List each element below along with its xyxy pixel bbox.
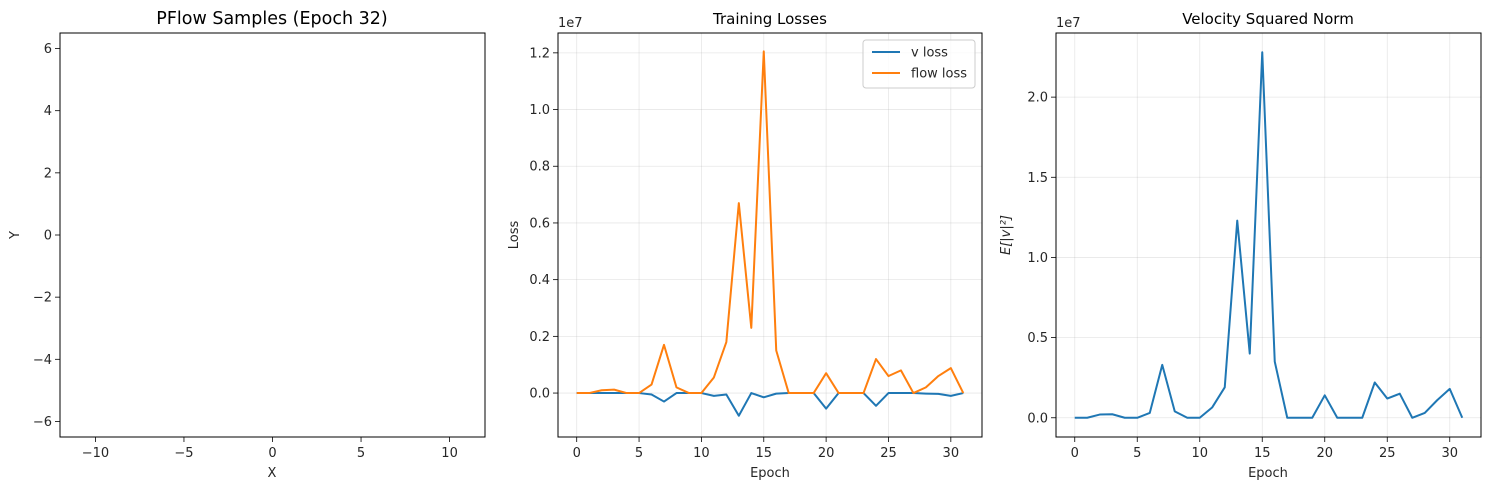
x-tick-label: 5: [635, 446, 643, 461]
series-line-v-loss: [576, 392, 964, 417]
plot-frame: [59, 32, 486, 438]
panel-training-losses: Training Losses 1e7 0 5 10 15 20 25 30 0.00.20…: [507, 10, 983, 481]
x-axis-ticks: −10 −5 0 5 10: [82, 437, 458, 461]
plot-area: [60, 33, 485, 437]
x-tick-label: 20: [1316, 446, 1333, 461]
x-tick-label: 5: [1133, 446, 1141, 461]
panel-pflow-samples: PFlow Samples (Epoch 32) −10 −5 0 5 10 −6−4−…: [8, 9, 486, 481]
y-tick-label: 0.0: [1027, 411, 1048, 426]
y-axis-ticks: −6 −4 −2 0 2 4 6: [33, 42, 60, 430]
series-line-flow-loss: [576, 50, 965, 395]
x-tick-label: −5: [174, 446, 193, 461]
y-tick-label: 4: [44, 104, 52, 119]
y-axis-ticks: 0.0 0.2 0.4 0.6 0.8 1.0 1.2: [529, 46, 558, 402]
x-tick-label: 5: [357, 446, 365, 461]
series-lines: [1074, 51, 1464, 419]
legend-label-flow-loss: flow loss: [911, 67, 967, 82]
grid: [558, 33, 982, 437]
y-tick-label: −6: [33, 415, 52, 430]
y-tick-label: 1.0: [1027, 251, 1048, 266]
y-tick-label: 0.8: [529, 160, 550, 175]
y-tick-label: 2.0: [1027, 91, 1048, 106]
plot-frame: [1055, 32, 1482, 438]
grid: [1056, 33, 1481, 437]
series-lines: [576, 50, 965, 417]
plot-frame: [557, 32, 983, 438]
y-axis-ticks: 0.0 0.5 1.0 1.5 2.0: [1027, 91, 1056, 426]
x-tick-label: 30: [943, 446, 960, 461]
x-tick-label: 0: [268, 446, 276, 461]
legend: v loss flow loss: [862, 39, 976, 89]
x-tick-label: 15: [1254, 446, 1271, 461]
y-axis-label: Loss: [507, 221, 522, 250]
y-tick-label: 0.6: [529, 216, 550, 231]
x-tick-label: 10: [1191, 446, 1208, 461]
legend-label-v-loss: v loss: [911, 46, 948, 61]
y-tick-label: 0.5: [1027, 331, 1048, 346]
x-tick-label: 0: [1071, 446, 1079, 461]
x-tick-label: 0: [573, 446, 581, 461]
y-tick-label: 1.0: [529, 103, 550, 118]
x-tick-label: 25: [880, 446, 897, 461]
chart-title: Velocity Squared Norm: [1182, 10, 1354, 28]
y-axis-offset-text: 1e7: [558, 16, 583, 31]
y-tick-label: −2: [33, 291, 52, 306]
x-tick-label: 10: [441, 446, 458, 461]
x-tick-label: 10: [693, 446, 710, 461]
y-axis-label: Y: [8, 231, 23, 240]
y-tick-label: −4: [33, 353, 52, 368]
y-tick-label: 0.2: [529, 330, 550, 345]
y-tick-label: 1.2: [529, 46, 550, 61]
y-axis-label: E[|v|²]: [999, 215, 1014, 255]
y-tick-label: 6: [44, 42, 52, 57]
x-axis-label: Epoch: [750, 466, 790, 481]
x-axis-ticks: 0 5 10 15 20 25 30: [573, 437, 960, 461]
chart-title: Training Losses: [712, 10, 827, 28]
x-axis-label: X: [268, 466, 277, 481]
y-tick-label: 2: [44, 166, 52, 181]
series-line-0: [1074, 51, 1464, 419]
y-tick-label: 0.4: [529, 273, 550, 288]
x-tick-label: 25: [1379, 446, 1396, 461]
x-tick-label: 30: [1441, 446, 1458, 461]
y-tick-label: 1.5: [1027, 171, 1048, 186]
y-tick-label: 0: [44, 229, 52, 244]
x-tick-label: 15: [755, 446, 772, 461]
y-axis-offset-text: 1e7: [1056, 16, 1081, 31]
x-axis-ticks: 0 5 10 15 20 25 30: [1071, 437, 1458, 461]
y-tick-label: 0.0: [529, 387, 550, 402]
panel-velocity-squared-norm: Velocity Squared Norm 1e7 0 5 10 15 20 25 30 0…: [999, 10, 1482, 481]
x-tick-label: 20: [818, 446, 835, 461]
x-tick-label: −10: [82, 446, 109, 461]
x-axis-label: Epoch: [1248, 466, 1288, 481]
chart-title: PFlow Samples (Epoch 32): [156, 9, 387, 29]
